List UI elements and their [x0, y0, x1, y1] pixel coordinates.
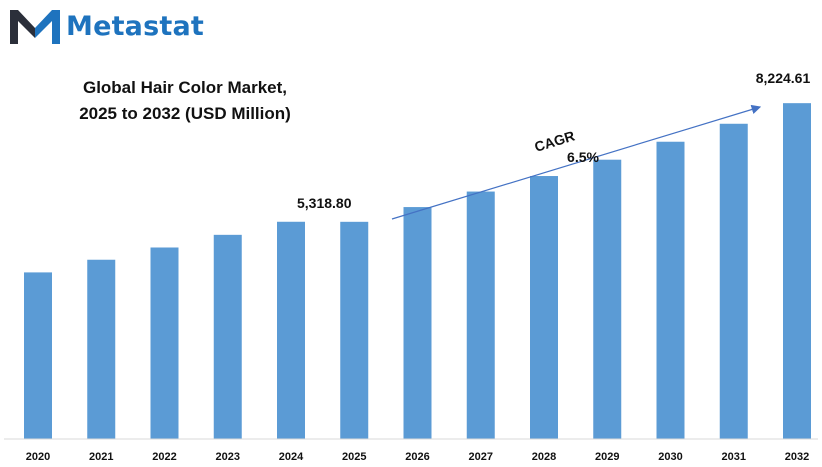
cagr-arrow	[391, 104, 762, 220]
chart-title: Global Hair Color Market, 2025 to 2032 (…	[40, 75, 330, 127]
x-tick-label-2031: 2031	[722, 451, 746, 463]
cagr-value: 6.5%	[567, 149, 599, 165]
x-tick-label-2029: 2029	[595, 451, 619, 463]
bar-2030	[656, 141, 685, 439]
chart-title-line-2: 2025 to 2032 (USD Million)	[79, 104, 291, 123]
bar-2031	[719, 123, 748, 440]
data-label-2032: 8,224.61	[756, 70, 811, 86]
bar-2025	[340, 221, 369, 439]
bar-2028	[530, 176, 558, 440]
brand-name: Metastat	[66, 10, 205, 42]
bar-2029	[593, 159, 622, 439]
bar-2023	[213, 234, 242, 439]
x-tick-label-2032: 2032	[785, 451, 809, 463]
bar-2022	[150, 247, 179, 439]
x-tick-label-2027: 2027	[469, 451, 493, 463]
bar-2026	[403, 207, 432, 439]
x-tick-label-2028: 2028	[532, 451, 556, 463]
x-tick-label-2024: 2024	[279, 451, 304, 463]
m-logo-icon	[10, 10, 60, 44]
data-label-2025: 5,318.80	[297, 195, 352, 211]
x-tick-label-2022: 2022	[152, 451, 176, 463]
x-tick-label-2021: 2021	[89, 451, 113, 463]
chart-title-line-1: Global Hair Color Market,	[82, 78, 288, 97]
bar-2020	[24, 272, 52, 439]
x-tick-label-2025: 2025	[342, 451, 366, 463]
bar-2024	[277, 221, 305, 439]
x-tick-label-2023: 2023	[216, 451, 240, 463]
bar-2027	[466, 191, 495, 439]
x-tick-label-2020: 2020	[26, 451, 50, 463]
x-tick-label-2026: 2026	[405, 451, 429, 463]
brand-logo: Metastat	[8, 6, 204, 46]
bar-2032	[783, 103, 811, 440]
x-tick-label-2030: 2030	[658, 451, 682, 463]
bar-2021	[87, 259, 116, 439]
